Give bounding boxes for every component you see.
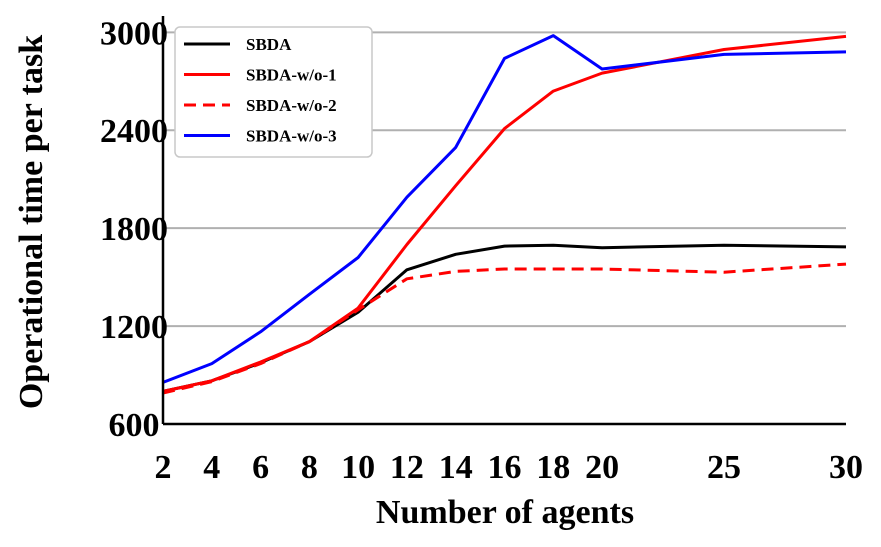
series-lines — [162, 34, 847, 395]
x-tick-label-18: 18 — [536, 449, 570, 486]
y-tick-label-600: 600 — [109, 407, 160, 444]
y-axis-title: Operational time per task — [13, 35, 50, 409]
x-tick-label-6: 6 — [252, 449, 269, 486]
x-tick-label-25: 25 — [707, 449, 741, 486]
y-tick-label-3000: 3000 — [100, 15, 168, 52]
axes — [161, 16, 846, 426]
series-line-sbda-w-o-2 — [162, 262, 847, 395]
x-tick-label-30: 30 — [829, 449, 863, 486]
legend-box — [174, 26, 373, 158]
legend-label-3: SBDA-w/o-3 — [246, 127, 337, 146]
series-line-sbda-w-o-1 — [162, 34, 847, 393]
x-tick-label-14: 14 — [439, 449, 473, 486]
x-tick-label-4: 4 — [203, 449, 220, 486]
x-tick-label-16: 16 — [488, 449, 522, 486]
x-tick-labels: 2 4 6 8 10 12 14 16 18 20 25 30 — [155, 449, 864, 486]
x-tick-label-20: 20 — [585, 449, 619, 486]
y-tick-labels: 600 1200 1800 2400 3000 — [100, 15, 168, 444]
x-tick-label-12: 12 — [390, 449, 424, 486]
legend: SBDA SBDA-w/o-1 SBDA-w/o-2 SBDA-w/o-3 — [174, 26, 373, 158]
x-tick-label-10: 10 — [341, 449, 375, 486]
legend-label-1: SBDA-w/o-1 — [246, 66, 337, 85]
x-tick-label-2: 2 — [155, 449, 172, 486]
series-line-sbda-w-o-3 — [162, 34, 847, 384]
y-tick-label-1800: 1800 — [100, 211, 168, 248]
y-tick-label-1200: 1200 — [100, 309, 168, 346]
legend-label-2: SBDA-w/o-2 — [246, 96, 337, 115]
legend-label-0: SBDA — [246, 35, 292, 54]
y-tick-label-2400: 2400 — [100, 113, 168, 150]
series-line-sbda — [162, 243, 847, 393]
x-tick-label-8: 8 — [301, 449, 318, 486]
x-axis-title: Number of agents — [376, 494, 634, 531]
